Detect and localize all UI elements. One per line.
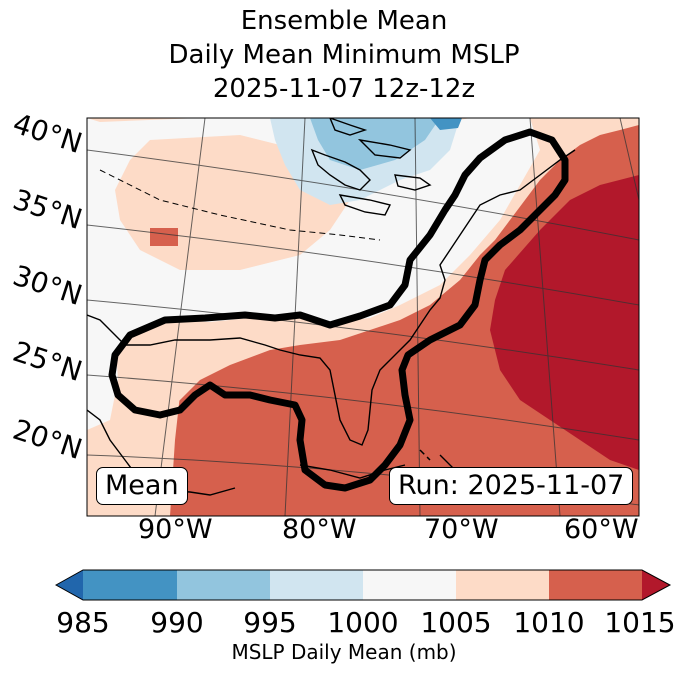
lon-label-60w: 60°W (564, 514, 639, 545)
border-line (99, 169, 381, 241)
colorbar-bin-985-990 (83, 570, 177, 600)
colorbar-outline (54, 569, 672, 601)
run-date-label: Run: 2025-11-07 (389, 467, 634, 505)
border-line-south (419, 449, 431, 461)
coastlines (87, 118, 576, 496)
colorbar-tick-995: 995 (243, 606, 297, 639)
colorbar-bin-995-1000 (270, 570, 363, 600)
colorbar-tick-1015: 1015 (604, 606, 676, 639)
colorbar-bin-1000-1005 (363, 570, 456, 600)
map-panel (87, 118, 639, 516)
colorbar-tick-985: 985 (56, 606, 110, 639)
title-line-2: Daily Mean Minimum MSLP (168, 40, 520, 70)
pressure-field-1010-1015-patch (150, 228, 178, 246)
pressure-field-1010-1015 (87, 125, 639, 516)
lon-label-90w: 90°W (138, 514, 213, 545)
title-line-3: 2025-11-07 12z-12z (212, 74, 476, 104)
colorbar (54, 569, 672, 601)
colorbar-tick-1000: 1000 (327, 606, 399, 639)
pressure-field-990-995 (310, 118, 440, 170)
panel-label-mean: Mean (96, 467, 188, 505)
colorbar-tick-1005: 1005 (420, 606, 492, 639)
title-line-1: Ensemble Mean (240, 6, 448, 36)
pressure-field-1000-1005-west (87, 335, 118, 430)
lon-label-70w: 70°W (424, 514, 499, 545)
colorbar-extend-min (56, 570, 83, 600)
lon-label-80w: 80°W (282, 514, 357, 545)
colorbar-extend-max (642, 570, 670, 600)
pressure-field-985-990 (430, 118, 462, 130)
pressure-field-above-1015 (490, 175, 639, 470)
colorbar-bin-990-995 (177, 570, 270, 600)
colorbar-tick-990: 990 (150, 606, 204, 639)
colorbar-tick-1010: 1010 (513, 606, 585, 639)
colorbar-bin-1010-1015 (549, 570, 642, 600)
ensemble-contour (108, 128, 569, 492)
colorbar-bin-1005-1010 (456, 570, 549, 600)
colorbar-label: MSLP Daily Mean (mb) (231, 640, 457, 664)
map-frame (86, 117, 640, 517)
